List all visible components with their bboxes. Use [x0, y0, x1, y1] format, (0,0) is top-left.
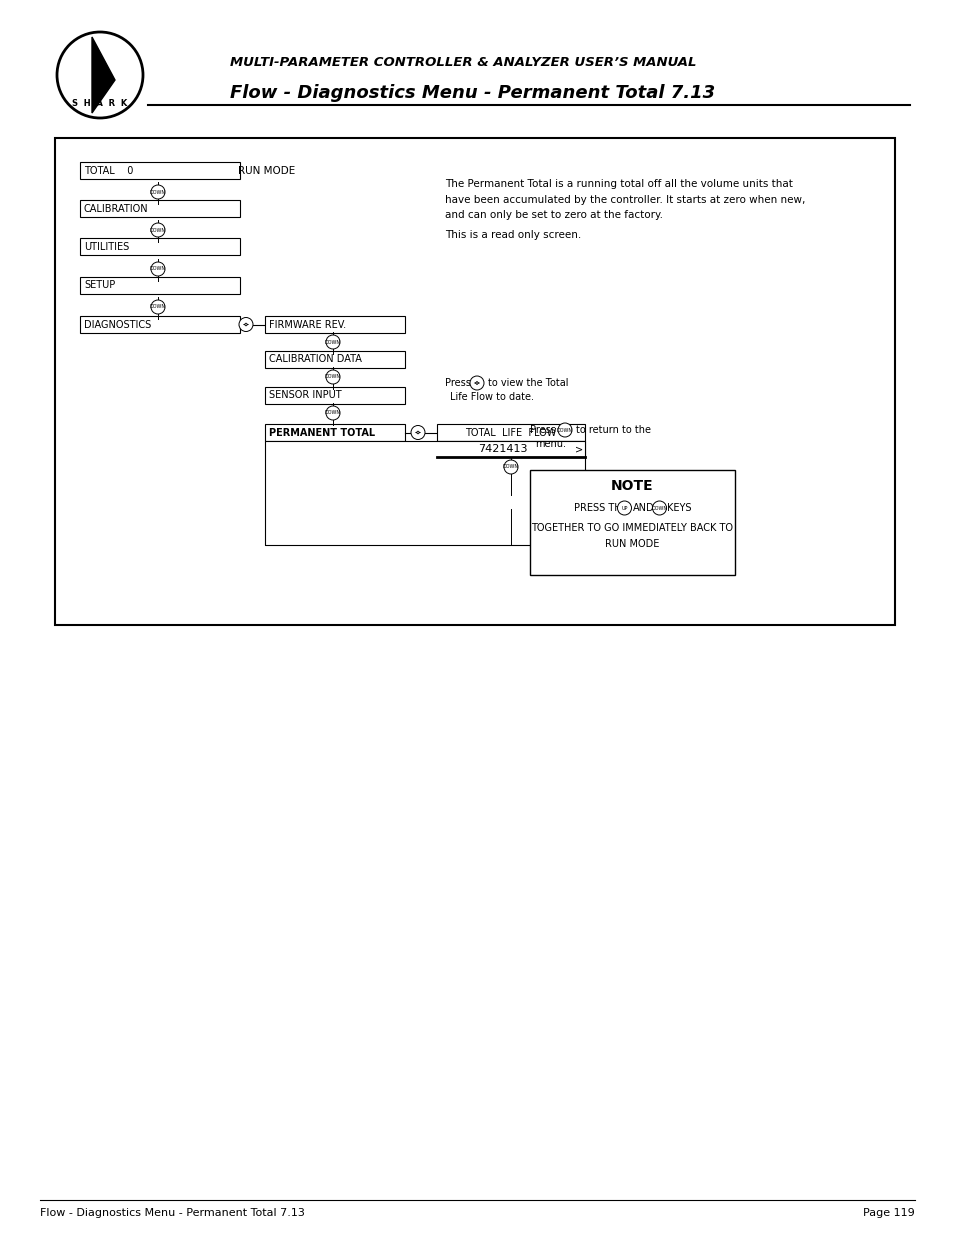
Bar	[55, 138, 894, 625]
Text: Flow - Diagnostics Menu - Permanent Total 7.13: Flow - Diagnostics Menu - Permanent Tota…	[40, 1208, 305, 1218]
Bar	[80, 200, 240, 217]
Text: This is a read only screen.: This is a read only screen.	[444, 230, 580, 240]
Text: UTILITIES: UTILITIES	[84, 242, 129, 252]
Circle shape	[151, 300, 165, 314]
Bar	[265, 316, 405, 333]
Text: DOWN: DOWN	[150, 305, 166, 310]
Bar	[80, 162, 240, 179]
Bar	[265, 441, 584, 545]
Circle shape	[326, 370, 339, 384]
Text: DOWN: DOWN	[502, 464, 518, 469]
Text: TOGETHER TO GO IMMEDIATELY BACK TO: TOGETHER TO GO IMMEDIATELY BACK TO	[531, 522, 733, 534]
Bar	[265, 387, 405, 404]
Text: DOWN: DOWN	[325, 410, 341, 415]
Text: UP: UP	[620, 505, 627, 510]
Text: Life Flow to date.: Life Flow to date.	[450, 391, 534, 403]
Text: DOWN: DOWN	[557, 427, 573, 432]
Bar	[436, 424, 584, 441]
Circle shape	[503, 459, 517, 474]
Text: S  H  A  R  K: S H A R K	[72, 99, 128, 107]
Text: 7421413: 7421413	[477, 445, 527, 454]
Text: Press: Press	[444, 378, 471, 388]
Text: DIAGNOSTICS: DIAGNOSTICS	[84, 320, 152, 330]
Circle shape	[617, 501, 631, 515]
Text: CALIBRATION: CALIBRATION	[84, 204, 149, 214]
Circle shape	[326, 335, 339, 350]
Bar	[265, 351, 405, 368]
Text: have been accumulated by the controller. It starts at zero when new,: have been accumulated by the controller.…	[444, 195, 804, 205]
Circle shape	[411, 426, 424, 440]
Bar	[265, 424, 405, 441]
Text: FIRMWARE REV.: FIRMWARE REV.	[269, 320, 346, 330]
Text: PERMANENT TOTAL: PERMANENT TOTAL	[269, 427, 375, 437]
Text: KEYS: KEYS	[667, 503, 691, 513]
Text: DOWN: DOWN	[150, 227, 166, 232]
Text: to return to the: to return to the	[576, 425, 650, 435]
Circle shape	[652, 501, 666, 515]
Text: SENSOR INPUT: SENSOR INPUT	[269, 390, 341, 400]
Circle shape	[57, 32, 143, 119]
Bar	[80, 238, 240, 254]
Text: PRESS THE: PRESS THE	[574, 503, 628, 513]
Text: DOWN: DOWN	[150, 189, 166, 194]
Text: DOWN: DOWN	[150, 267, 166, 272]
Text: RUN MODE: RUN MODE	[237, 165, 294, 175]
Text: TOTAL  LIFE  FLOW: TOTAL LIFE FLOW	[465, 427, 557, 437]
Text: >: >	[575, 445, 582, 454]
Circle shape	[326, 406, 339, 420]
Text: to view the Total: to view the Total	[488, 378, 568, 388]
Text: TOTAL    0: TOTAL 0	[84, 165, 133, 175]
Text: and can only be set to zero at the factory.: and can only be set to zero at the facto…	[444, 210, 662, 220]
Text: Page 119: Page 119	[862, 1208, 914, 1218]
Text: The Permanent Total is a running total off all the volume units that: The Permanent Total is a running total o…	[444, 179, 792, 189]
Bar	[80, 277, 240, 294]
Text: RUN MODE: RUN MODE	[604, 538, 659, 550]
Text: AND: AND	[632, 503, 654, 513]
Circle shape	[151, 262, 165, 275]
Text: DOWN: DOWN	[325, 340, 341, 345]
Text: SETUP: SETUP	[84, 280, 115, 290]
Text: Flow - Diagnostics Menu - Permanent Total 7.13: Flow - Diagnostics Menu - Permanent Tota…	[230, 84, 715, 103]
Text: DOWN: DOWN	[325, 374, 341, 379]
Circle shape	[151, 185, 165, 199]
Text: Press: Press	[530, 425, 556, 435]
Text: MULTI-PARAMETER CONTROLLER & ANALYZER USER’S MANUAL: MULTI-PARAMETER CONTROLLER & ANALYZER US…	[230, 56, 696, 68]
Bar	[436, 441, 584, 457]
Polygon shape	[91, 37, 115, 112]
Text: menu.: menu.	[535, 438, 565, 450]
Circle shape	[470, 375, 483, 390]
Circle shape	[151, 224, 165, 237]
Text: NOTE: NOTE	[611, 479, 653, 493]
Bar	[530, 471, 734, 576]
Text: CALIBRATION DATA: CALIBRATION DATA	[269, 354, 361, 364]
Bar	[80, 316, 240, 333]
Text: DOWN: DOWN	[651, 505, 667, 510]
Circle shape	[558, 424, 572, 437]
Circle shape	[239, 317, 253, 331]
